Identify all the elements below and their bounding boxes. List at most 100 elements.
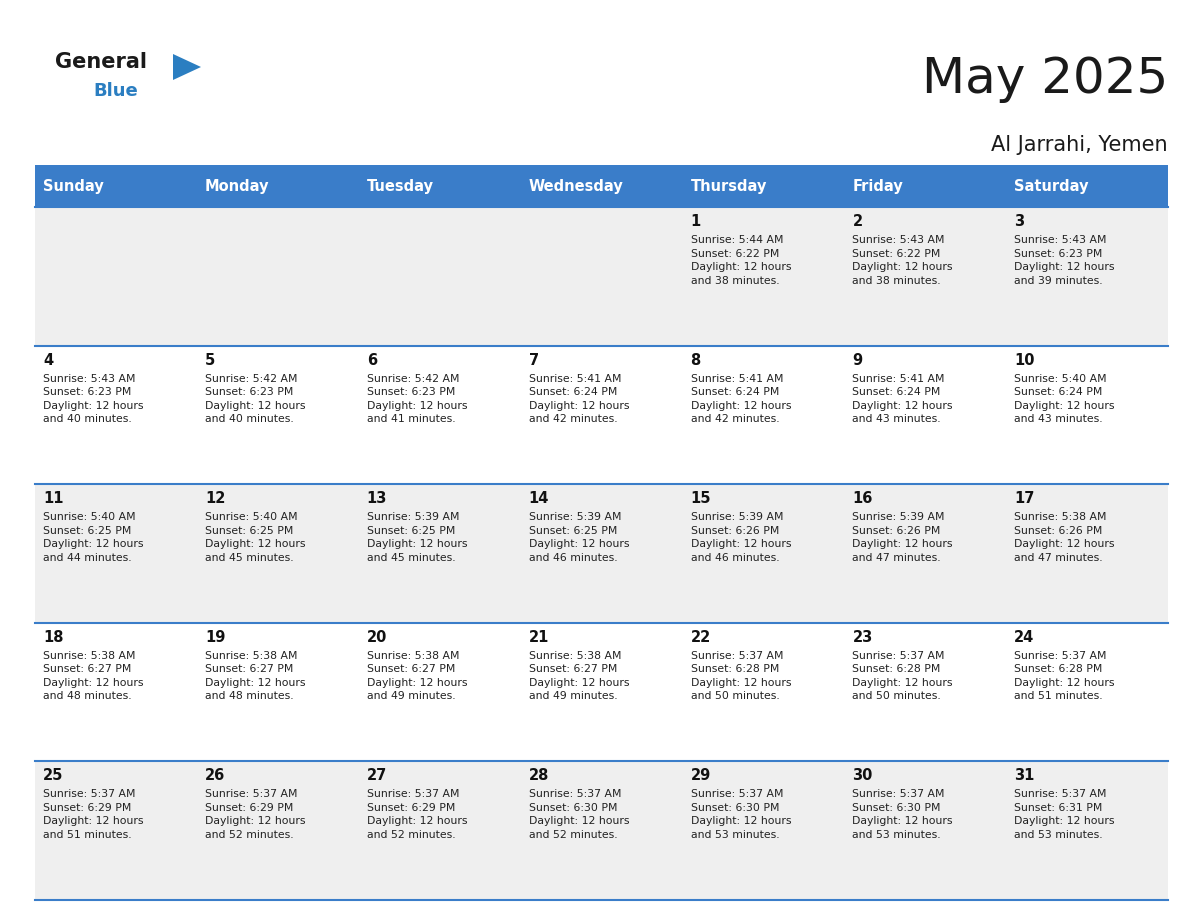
Text: Sunset: 6:28 PM: Sunset: 6:28 PM bbox=[852, 665, 941, 675]
Text: 11: 11 bbox=[43, 491, 64, 507]
Bar bbox=[359, 165, 520, 207]
Text: Sunset: 6:23 PM: Sunset: 6:23 PM bbox=[367, 387, 455, 397]
Text: Daylight: 12 hours: Daylight: 12 hours bbox=[206, 816, 305, 826]
Text: 6: 6 bbox=[367, 353, 377, 368]
Text: 29: 29 bbox=[690, 768, 710, 783]
Text: Sunset: 6:23 PM: Sunset: 6:23 PM bbox=[43, 387, 132, 397]
Text: 17: 17 bbox=[1015, 491, 1035, 507]
Text: Sunrise: 5:43 AM: Sunrise: 5:43 AM bbox=[43, 374, 135, 384]
Text: Sunrise: 5:40 AM: Sunrise: 5:40 AM bbox=[43, 512, 135, 522]
Text: Daylight: 12 hours: Daylight: 12 hours bbox=[852, 677, 953, 688]
Text: and 38 minutes.: and 38 minutes. bbox=[690, 275, 779, 285]
Text: Daylight: 12 hours: Daylight: 12 hours bbox=[529, 677, 630, 688]
Text: 7: 7 bbox=[529, 353, 539, 368]
Text: 24: 24 bbox=[1015, 630, 1035, 645]
Text: and 41 minutes.: and 41 minutes. bbox=[367, 414, 455, 424]
Text: Sunrise: 5:37 AM: Sunrise: 5:37 AM bbox=[852, 651, 944, 661]
Text: 13: 13 bbox=[367, 491, 387, 507]
Text: Daylight: 12 hours: Daylight: 12 hours bbox=[852, 540, 953, 549]
Text: Saturday: Saturday bbox=[1015, 179, 1088, 194]
Text: and 38 minutes.: and 38 minutes. bbox=[852, 275, 941, 285]
Text: Sunrise: 5:39 AM: Sunrise: 5:39 AM bbox=[690, 512, 783, 522]
Text: Sunrise: 5:37 AM: Sunrise: 5:37 AM bbox=[852, 789, 944, 800]
Text: Sunset: 6:23 PM: Sunset: 6:23 PM bbox=[1015, 249, 1102, 259]
Text: Daylight: 12 hours: Daylight: 12 hours bbox=[852, 263, 953, 273]
Text: Daylight: 12 hours: Daylight: 12 hours bbox=[1015, 540, 1114, 549]
Text: Sunset: 6:25 PM: Sunset: 6:25 PM bbox=[529, 526, 617, 536]
Text: and 45 minutes.: and 45 minutes. bbox=[367, 553, 455, 563]
Text: Sunset: 6:26 PM: Sunset: 6:26 PM bbox=[1015, 526, 1102, 536]
Text: 25: 25 bbox=[43, 768, 63, 783]
Text: and 52 minutes.: and 52 minutes. bbox=[206, 830, 293, 840]
Text: Sunrise: 5:37 AM: Sunrise: 5:37 AM bbox=[367, 789, 460, 800]
Text: 28: 28 bbox=[529, 768, 549, 783]
Text: and 51 minutes.: and 51 minutes. bbox=[1015, 691, 1102, 701]
Text: Daylight: 12 hours: Daylight: 12 hours bbox=[690, 677, 791, 688]
Text: Wednesday: Wednesday bbox=[529, 179, 624, 194]
Text: Sunset: 6:25 PM: Sunset: 6:25 PM bbox=[367, 526, 455, 536]
Text: Sunset: 6:24 PM: Sunset: 6:24 PM bbox=[690, 387, 779, 397]
Text: Sunrise: 5:37 AM: Sunrise: 5:37 AM bbox=[690, 789, 783, 800]
Text: Sunset: 6:27 PM: Sunset: 6:27 PM bbox=[529, 665, 617, 675]
Text: Daylight: 12 hours: Daylight: 12 hours bbox=[43, 540, 144, 549]
Text: and 40 minutes.: and 40 minutes. bbox=[43, 414, 132, 424]
Text: Daylight: 12 hours: Daylight: 12 hours bbox=[367, 540, 467, 549]
Text: 2: 2 bbox=[852, 214, 862, 230]
Text: Sunrise: 5:38 AM: Sunrise: 5:38 AM bbox=[206, 651, 297, 661]
Bar bbox=[520, 165, 682, 207]
Text: Sunset: 6:29 PM: Sunset: 6:29 PM bbox=[367, 803, 455, 813]
Text: Sunday: Sunday bbox=[43, 179, 103, 194]
Text: 20: 20 bbox=[367, 630, 387, 645]
Text: Sunrise: 5:41 AM: Sunrise: 5:41 AM bbox=[852, 374, 944, 384]
Text: Sunrise: 5:37 AM: Sunrise: 5:37 AM bbox=[1015, 651, 1107, 661]
Text: 27: 27 bbox=[367, 768, 387, 783]
Text: Sunset: 6:27 PM: Sunset: 6:27 PM bbox=[43, 665, 132, 675]
Text: Sunset: 6:30 PM: Sunset: 6:30 PM bbox=[852, 803, 941, 813]
Bar bbox=[34, 485, 1168, 623]
Text: 3: 3 bbox=[1015, 214, 1024, 230]
Text: and 48 minutes.: and 48 minutes. bbox=[43, 691, 132, 701]
Text: Sunrise: 5:37 AM: Sunrise: 5:37 AM bbox=[1015, 789, 1107, 800]
Text: Sunset: 6:22 PM: Sunset: 6:22 PM bbox=[690, 249, 779, 259]
Polygon shape bbox=[173, 54, 201, 80]
Text: and 52 minutes.: and 52 minutes. bbox=[367, 830, 455, 840]
Text: Sunrise: 5:41 AM: Sunrise: 5:41 AM bbox=[529, 374, 621, 384]
Text: Tuesday: Tuesday bbox=[367, 179, 434, 194]
Text: Sunrise: 5:37 AM: Sunrise: 5:37 AM bbox=[206, 789, 297, 800]
Text: and 53 minutes.: and 53 minutes. bbox=[852, 830, 941, 840]
Text: 22: 22 bbox=[690, 630, 710, 645]
Text: and 42 minutes.: and 42 minutes. bbox=[690, 414, 779, 424]
Text: 8: 8 bbox=[690, 353, 701, 368]
Text: May 2025: May 2025 bbox=[922, 55, 1168, 103]
Text: Sunrise: 5:43 AM: Sunrise: 5:43 AM bbox=[852, 235, 944, 245]
Text: 5: 5 bbox=[206, 353, 215, 368]
Text: Sunrise: 5:37 AM: Sunrise: 5:37 AM bbox=[529, 789, 621, 800]
Text: and 50 minutes.: and 50 minutes. bbox=[690, 691, 779, 701]
Bar bbox=[34, 623, 1168, 761]
Bar bbox=[845, 165, 1006, 207]
Text: Thursday: Thursday bbox=[690, 179, 767, 194]
Text: Sunrise: 5:42 AM: Sunrise: 5:42 AM bbox=[206, 374, 297, 384]
Text: and 43 minutes.: and 43 minutes. bbox=[1015, 414, 1102, 424]
Text: Sunrise: 5:39 AM: Sunrise: 5:39 AM bbox=[852, 512, 944, 522]
Text: 21: 21 bbox=[529, 630, 549, 645]
Text: Daylight: 12 hours: Daylight: 12 hours bbox=[529, 401, 630, 410]
Bar bbox=[197, 165, 359, 207]
Text: Sunset: 6:22 PM: Sunset: 6:22 PM bbox=[852, 249, 941, 259]
Text: Sunrise: 5:38 AM: Sunrise: 5:38 AM bbox=[529, 651, 621, 661]
Text: Friday: Friday bbox=[852, 179, 903, 194]
Text: Sunrise: 5:42 AM: Sunrise: 5:42 AM bbox=[367, 374, 460, 384]
Text: and 45 minutes.: and 45 minutes. bbox=[206, 553, 293, 563]
Text: 26: 26 bbox=[206, 768, 226, 783]
Text: Sunset: 6:30 PM: Sunset: 6:30 PM bbox=[529, 803, 617, 813]
Text: 15: 15 bbox=[690, 491, 712, 507]
Text: and 46 minutes.: and 46 minutes. bbox=[529, 553, 618, 563]
Text: Daylight: 12 hours: Daylight: 12 hours bbox=[43, 677, 144, 688]
Text: Blue: Blue bbox=[93, 82, 138, 100]
Bar bbox=[1006, 165, 1168, 207]
Text: Sunrise: 5:38 AM: Sunrise: 5:38 AM bbox=[367, 651, 460, 661]
Text: 19: 19 bbox=[206, 630, 226, 645]
Text: Daylight: 12 hours: Daylight: 12 hours bbox=[367, 401, 467, 410]
Text: Sunrise: 5:41 AM: Sunrise: 5:41 AM bbox=[690, 374, 783, 384]
Text: Sunset: 6:24 PM: Sunset: 6:24 PM bbox=[1015, 387, 1102, 397]
